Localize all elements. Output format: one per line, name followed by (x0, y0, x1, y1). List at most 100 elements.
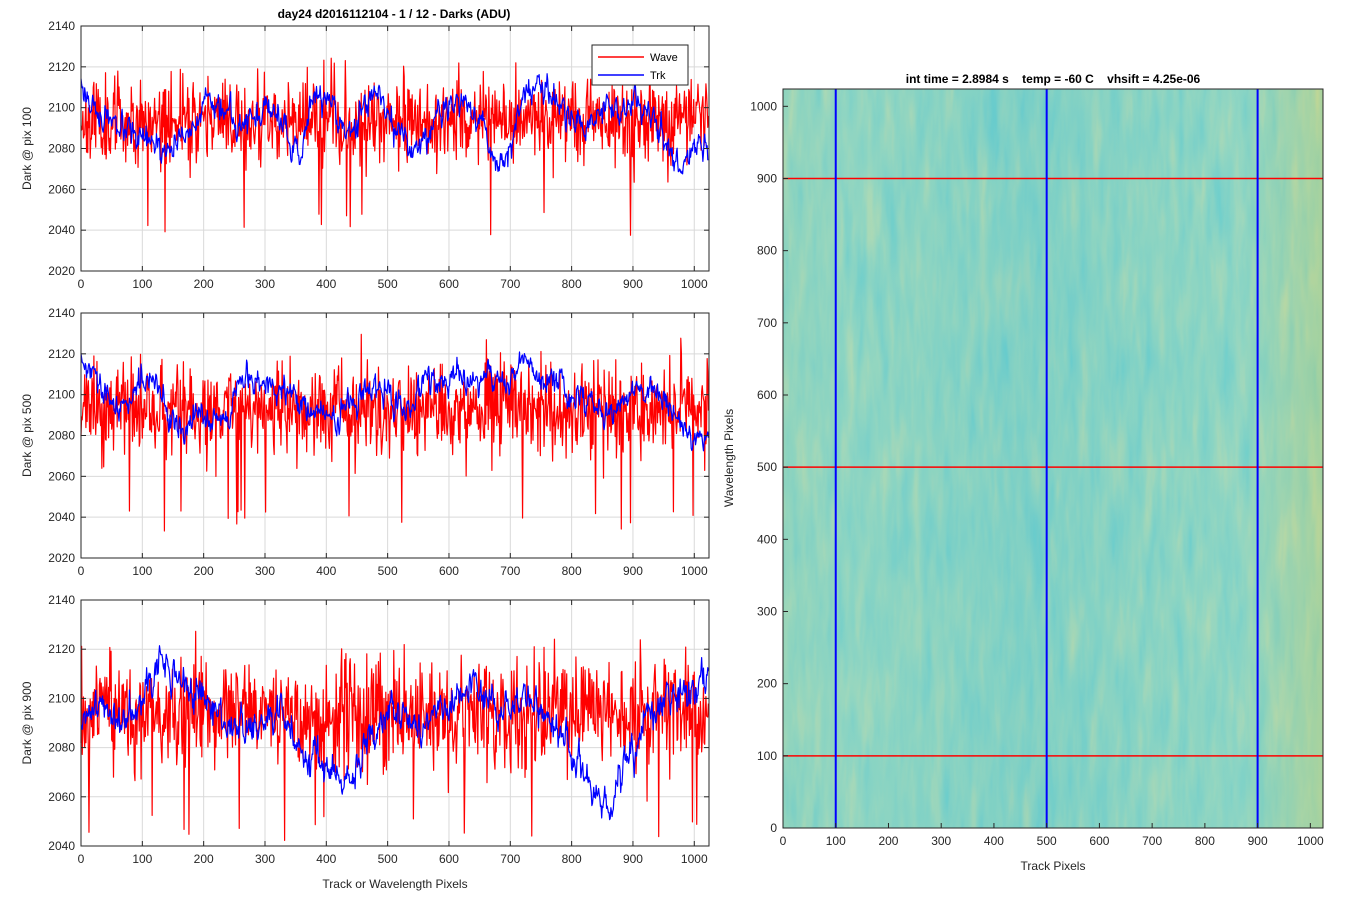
panel-1-ytick-label-4: 2100 (48, 388, 75, 402)
heatmap-ticks: 0 100 200 300 400 500 600 700 800 900 1000 0 100 200 3… (750, 99, 1324, 848)
panel-0-xtick-label-7: 700 (500, 277, 520, 291)
panel-1-xtick-label-3: 300 (255, 564, 275, 578)
panel-2-series-trk (80, 645, 709, 821)
panel-1-series-trk (80, 351, 709, 452)
legend: Wave Trk (591, 44, 689, 86)
heatmap-markers (783, 89, 1323, 828)
panel-2-xtick-label-0: 0 (78, 852, 85, 866)
panel-2-ytick-label-0: 2040 (48, 839, 75, 853)
panel-0-xtick-label-4: 400 (316, 277, 336, 291)
panel-1-ytick-label-1: 2040 (48, 510, 75, 524)
heatmap-ytick-label-4: 400 (757, 532, 777, 546)
heatmap-ytick-label-10: 1000 (750, 99, 777, 113)
panel-1-line-wave (80, 333, 709, 532)
panel-1-xtick-label-10: 1000 (681, 564, 708, 578)
panel-2-xtick-label-6: 600 (439, 852, 459, 866)
heatmap-ytick-label-3: 300 (757, 604, 777, 618)
panel-0-ticks: 0 100 200 300 400 500 600 700 800 900 1000 2020 2040… (48, 19, 709, 291)
panel-1-ytick-label-2: 2060 (48, 469, 75, 483)
heatmap-ytick-label-8: 800 (757, 244, 777, 258)
legend-box (591, 44, 689, 86)
panel-1-ytick-label-0: 2020 (48, 551, 75, 565)
panel-2-xtick-label-10: 1000 (681, 852, 708, 866)
heatmap-xtick-label-0: 0 (780, 834, 787, 848)
panel-0-series-trk (80, 73, 709, 175)
panel-2-xtick-label-8: 800 (562, 852, 582, 866)
panel-1-xtick-label-2: 200 (194, 564, 214, 578)
heatmap-xtick-label-5: 500 (1037, 834, 1057, 848)
legend-trk-label: Trk (650, 70, 666, 82)
panel-2-ticks: 0 100 200 300 400 500 600 700 800 900 1000 2040 2060… (48, 593, 709, 866)
panel-1-xtick-label-4: 400 (316, 564, 336, 578)
heatmap-panel: int time = 2.8984 s temp = -60 C vhsift … (722, 72, 1324, 873)
panel-1-xtick-label-0: 0 (78, 564, 85, 578)
panel-2-line-trk (80, 645, 709, 821)
heatmap-title: int time = 2.8984 s temp = -60 C vhsift … (906, 72, 1201, 86)
panel-0-xtick-label-10: 1000 (681, 277, 708, 291)
panel-pix-900: 0 100 200 300 400 500 600 700 800 900 1000 2040 2060… (20, 593, 710, 891)
panel-2-xtick-label-7: 700 (500, 852, 520, 866)
heatmap-xtick-label-4: 400 (984, 834, 1004, 848)
panel-2-frame (80, 599, 710, 847)
panel-0-ytick-label-5: 2120 (48, 60, 75, 74)
panel-1-line-trk (80, 351, 709, 452)
heatmap-xtick-label-9: 900 (1248, 834, 1268, 848)
panel-0-xtick-label-9: 900 (623, 277, 643, 291)
heatmap-ytick-label-6: 600 (757, 388, 777, 402)
figure-title: day24 d2016112104 - 1 / 12 - Darks (ADU) (278, 7, 511, 21)
panel-1-xtick-label-8: 800 (562, 564, 582, 578)
heatmap-ytick-label-7: 700 (757, 316, 777, 330)
heatmap-ytick-label-5: 500 (757, 460, 777, 474)
heatmap-ytick-label-1: 100 (757, 749, 777, 763)
panel-1-xtick-label-6: 600 (439, 564, 459, 578)
heatmap-ytick-label-0: 0 (770, 821, 777, 835)
heatmap-ylabel: Wavelength Pixels (722, 409, 736, 507)
panel-2-xtick-label-3: 300 (255, 852, 275, 866)
panel-0-xtick-label-8: 800 (562, 277, 582, 291)
panel-2-ytick-label-5: 2140 (48, 593, 75, 607)
panel-2-ytick-label-1: 2060 (48, 790, 75, 804)
panel-0-line-wave (80, 57, 709, 236)
panel-1-xtick-label-1: 100 (132, 564, 152, 578)
panel-0-ytick-label-6: 2140 (48, 19, 75, 33)
heatmap-shading (783, 89, 1323, 828)
panel-2-xtick-label-1: 100 (132, 852, 152, 866)
panel-1-ytick-label-6: 2140 (48, 306, 75, 320)
panel-0-ytick-label-1: 2040 (48, 223, 75, 237)
panel-1-series-wave (80, 333, 709, 532)
heatmap-xtick-label-10: 1000 (1297, 834, 1324, 848)
heatmap-ytick-label-2: 200 (757, 677, 777, 691)
heatmap-xtick-label-6: 600 (1089, 834, 1109, 848)
panel-2-xlabel: Track or Wavelength Pixels (322, 877, 467, 891)
panel-0-xtick-label-5: 500 (378, 277, 398, 291)
panel-0-xtick-label-3: 300 (255, 277, 275, 291)
panel-0-ytick-label-0: 2020 (48, 264, 75, 278)
panel-0-xtick-label-1: 100 (132, 277, 152, 291)
panel-1-ylabel: Dark @ pix 500 (20, 394, 34, 477)
panel-pix-500: 0 100 200 300 400 500 600 700 800 900 1000 2020 2040… (20, 306, 710, 578)
panel-1-ytick-label-3: 2080 (48, 429, 75, 443)
panel-0-ylabel: Dark @ pix 100 (20, 107, 34, 190)
panel-2-xtick-label-2: 200 (194, 852, 214, 866)
panel-0-xtick-label-0: 0 (78, 277, 85, 291)
panel-0-xtick-label-2: 200 (194, 277, 214, 291)
panel-0-series-wave (80, 57, 709, 236)
legend-wave-label: Wave (650, 52, 678, 64)
panel-2-ylabel: Dark @ pix 900 (20, 681, 34, 764)
heatmap-frame (782, 88, 1324, 829)
heatmap-xtick-label-2: 200 (878, 834, 898, 848)
panel-0-xtick-label-6: 600 (439, 277, 459, 291)
panel-2-ytick-label-2: 2080 (48, 741, 75, 755)
heatmap-xtick-label-8: 800 (1195, 834, 1215, 848)
panel-pix-100: 0 100 200 300 400 500 600 700 800 900 1000 2020 2040… (20, 19, 710, 291)
panel-1-xtick-label-7: 700 (500, 564, 520, 578)
heatmap-xlabel: Track Pixels (1021, 859, 1086, 873)
panel-2-xtick-label-9: 900 (623, 852, 643, 866)
panel-0-ytick-label-3: 2080 (48, 142, 75, 156)
panel-2-xtick-label-5: 500 (378, 852, 398, 866)
panel-0-ytick-label-2: 2060 (48, 182, 75, 196)
heatmap-ytick-label-9: 900 (757, 171, 777, 185)
panel-1-ytick-label-5: 2120 (48, 347, 75, 361)
panel-2-xtick-label-4: 400 (316, 852, 336, 866)
panel-1-xtick-label-5: 500 (378, 564, 398, 578)
